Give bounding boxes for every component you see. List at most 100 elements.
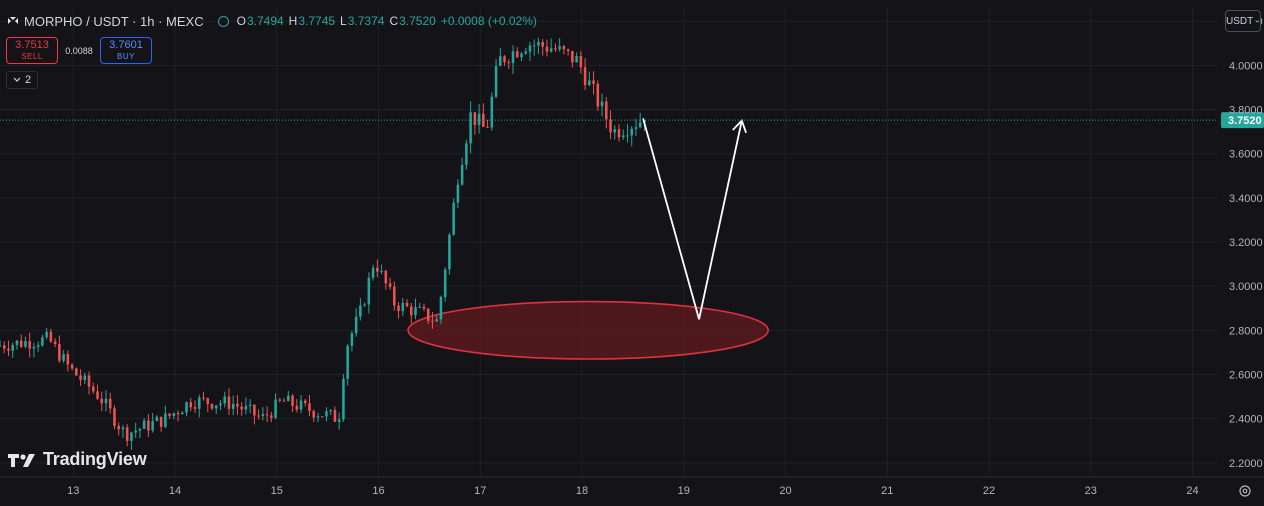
- candle-body: [45, 331, 48, 338]
- candle-body: [621, 135, 625, 138]
- currency-select-button[interactable]: USDT: [1225, 10, 1261, 32]
- last-price-line: 3.7520: [0, 112, 1264, 129]
- price-tick-label: 2.6000: [1229, 369, 1263, 381]
- candle-body: [155, 416, 159, 422]
- demand-zone-ellipse: [407, 300, 770, 360]
- settings-gear-icon[interactable]: [1238, 484, 1252, 498]
- candle-body: [104, 398, 108, 404]
- candle-body: [24, 341, 27, 347]
- candle-body: [439, 296, 443, 320]
- candle-body: [397, 305, 400, 312]
- candle-body: [11, 345, 14, 351]
- tradingview-watermark[interactable]: TradingView: [8, 449, 147, 470]
- candle-body: [376, 267, 379, 272]
- spread-value: 0.0088: [65, 45, 93, 56]
- symbol-header: MORPHO / USDT · 1h · MEXC O 3.7494 H 3.7…: [6, 12, 542, 30]
- candle-body: [499, 56, 502, 66]
- candle-body: [121, 427, 125, 430]
- candle-body: [134, 430, 137, 433]
- candle-body: [214, 405, 218, 409]
- ohlc-close-value: 3.7520: [399, 14, 436, 28]
- candle-body: [541, 41, 544, 47]
- candle-body: [367, 277, 371, 305]
- ohlc-open-key: O: [236, 14, 246, 28]
- candle-body: [528, 45, 532, 52]
- candle-body: [634, 127, 638, 129]
- candle-body: [32, 346, 36, 349]
- candle-body: [316, 416, 320, 418]
- candle-body: [70, 364, 74, 369]
- indicators-toggle-button[interactable]: 2: [6, 71, 39, 89]
- candle-body: [359, 305, 362, 317]
- candle-body: [138, 428, 142, 431]
- sell-button[interactable]: 3.7513 SELL: [6, 37, 58, 64]
- candle-body: [371, 267, 375, 278]
- candle-body: [346, 345, 349, 379]
- time-tick-label: 21: [881, 485, 893, 497]
- candle-body: [2, 345, 6, 349]
- candle-body: [605, 101, 608, 120]
- candle-body: [312, 410, 316, 418]
- candle-body: [79, 375, 82, 381]
- morpho-logo-icon: [8, 17, 18, 24]
- time-tick-label: 24: [1186, 485, 1198, 497]
- candle-body: [100, 398, 104, 404]
- ohlc-high-key: H: [288, 14, 298, 28]
- candle-body: [575, 55, 578, 63]
- time-tick-label: 23: [1085, 485, 1097, 497]
- candle-body: [431, 320, 434, 322]
- candle-body: [596, 83, 600, 107]
- candle-body: [248, 404, 252, 406]
- candle-body: [613, 129, 617, 133]
- candle-body: [168, 413, 171, 416]
- ohlc-low-key: L: [340, 14, 347, 28]
- time-tick-label: 19: [678, 485, 690, 497]
- candle-body: [537, 41, 540, 46]
- trade-panel: 3.7513 SELL 0.0088 3.7601 BUY: [6, 37, 152, 64]
- candle-body: [418, 306, 422, 308]
- candle-body: [19, 340, 23, 347]
- candle-body: [41, 337, 44, 346]
- time-tick-label: 16: [372, 485, 384, 497]
- chevron-down-icon: [13, 77, 21, 82]
- candle-body: [592, 80, 595, 84]
- price-change: +0.0008 (+0.02%): [440, 14, 537, 28]
- buy-button[interactable]: 3.7601 BUY: [100, 37, 152, 64]
- candle-body: [384, 270, 388, 284]
- time-tick-label: 15: [271, 485, 283, 497]
- market-status-icon: [217, 15, 229, 27]
- time-tick-label: 17: [474, 485, 486, 497]
- candle-body: [49, 331, 53, 342]
- price-tick-label: 2.4000: [1229, 414, 1263, 426]
- candle-body: [7, 348, 10, 351]
- candle-body: [465, 143, 468, 165]
- candle-body: [261, 414, 265, 416]
- candle-body: [532, 45, 536, 47]
- symbol-title[interactable]: MORPHO / USDT · 1h · MEXC: [24, 13, 204, 29]
- candle-body: [507, 62, 511, 64]
- time-tick-label: 13: [67, 485, 79, 497]
- ohlc-open-value: 3.7494: [246, 14, 284, 28]
- candle-body: [409, 306, 413, 316]
- sell-price: 3.7513: [15, 38, 49, 51]
- candle-body: [520, 53, 523, 58]
- candle-body: [15, 340, 19, 346]
- candle-body: [494, 65, 498, 97]
- candle-body: [53, 341, 57, 344]
- time-tick-label: 18: [576, 485, 588, 497]
- candle-body: [503, 56, 506, 63]
- candle-body: [66, 354, 70, 365]
- buy-label: BUY: [117, 51, 135, 61]
- ohlc-high-value: 3.7745: [298, 14, 336, 28]
- candle-body: [219, 403, 222, 406]
- candle-body: [363, 304, 366, 306]
- candle-body: [452, 202, 455, 235]
- sell-label: SELL: [21, 51, 43, 61]
- candle-body: [617, 129, 621, 138]
- candle-body: [562, 46, 566, 50]
- candle-body: [257, 415, 260, 417]
- candle-body: [299, 400, 303, 410]
- price-tick-label: 2.8000: [1229, 325, 1263, 337]
